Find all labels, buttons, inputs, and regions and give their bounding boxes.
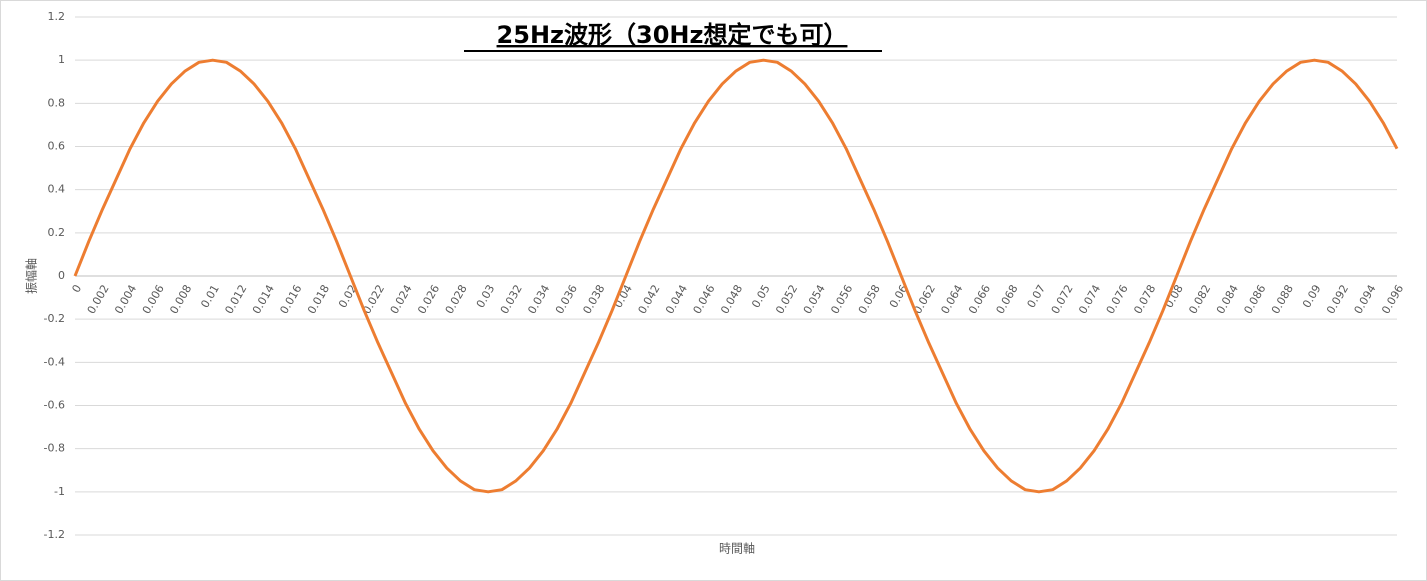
y-tick-label: -0.6 [44,399,65,412]
y-tick-label: -0.8 [44,442,65,455]
y-tick-label: 1 [58,53,65,66]
y-tick-label: 0.8 [48,96,66,109]
y-tick-label: -1.2 [44,528,65,541]
y-tick-label: 0.2 [48,226,66,239]
y-tick-label: 0.6 [48,140,66,153]
y-tick-label: 0 [58,269,65,282]
y-tick-label: 1.2 [48,10,66,23]
y-tick-label: 0.4 [48,183,66,196]
y-tick-label: -1 [54,485,65,498]
y-tick-label: -0.4 [44,355,65,368]
y-tick-label: -0.2 [44,312,65,325]
x-axis-title: 時間軸 [719,542,755,556]
chart-title: 25Hz波形（30Hz想定でも可） [497,21,848,49]
y-axis-title: 振幅軸 [24,258,39,294]
data-line [73,58,1399,494]
title-box [455,16,889,54]
